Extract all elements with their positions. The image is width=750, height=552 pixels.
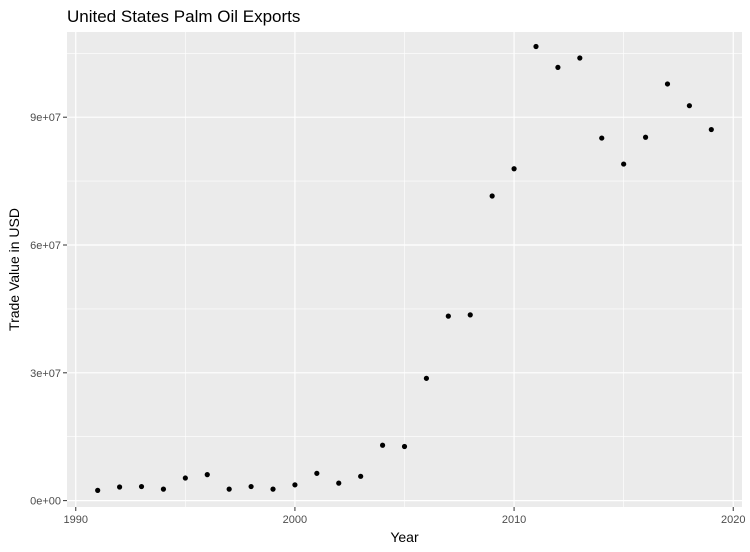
data-point: [138, 483, 145, 490]
data-point: [489, 193, 495, 199]
y-axis-ticks: 0e+00 3e+07 6e+07 9e+07: [30, 112, 67, 508]
data-point: [621, 161, 627, 167]
data-point: [314, 470, 320, 476]
y-tick-label: 3e+07: [30, 368, 61, 380]
x-tick-label: 2010: [502, 514, 526, 526]
data-point: [379, 442, 386, 448]
data-point: [642, 134, 649, 140]
x-tick-label: 2000: [283, 514, 307, 526]
data-point: [292, 482, 298, 488]
data-point: [95, 487, 101, 493]
data-point: [708, 126, 714, 133]
data-point: [116, 484, 123, 490]
data-point: [401, 443, 408, 450]
data-point: [270, 486, 276, 492]
data-point: [226, 486, 232, 492]
x-tick-label: 2020: [721, 514, 745, 526]
data-point: [686, 103, 693, 109]
chart-title: United States Palm Oil Exports: [67, 7, 300, 26]
data-point: [160, 486, 167, 492]
data-point: [533, 43, 539, 50]
x-axis-label: Year: [390, 529, 419, 545]
data-point: [445, 313, 451, 319]
y-tick-label: 6e+07: [30, 240, 61, 252]
data-point: [467, 312, 473, 318]
data-point: [336, 480, 342, 486]
data-point: [577, 55, 583, 61]
y-tick-label: 9e+07: [30, 112, 61, 124]
data-point: [555, 64, 561, 70]
data-point: [358, 473, 364, 479]
x-axis-ticks: 1990 2000 2010 2020: [64, 507, 745, 526]
data-point: [423, 375, 430, 381]
data-point: [664, 81, 671, 87]
data-points: [95, 43, 714, 493]
y-axis-label: Trade Value in USD: [6, 208, 22, 331]
y-tick-label: 0e+00: [30, 496, 61, 508]
minor-gridlines: [67, 32, 742, 507]
major-gridlines: [67, 32, 742, 507]
data-point: [248, 483, 254, 490]
data-point: [204, 472, 210, 478]
data-point: [511, 166, 517, 172]
data-point: [599, 135, 605, 141]
x-tick-label: 1990: [64, 514, 88, 526]
data-point: [182, 475, 188, 481]
